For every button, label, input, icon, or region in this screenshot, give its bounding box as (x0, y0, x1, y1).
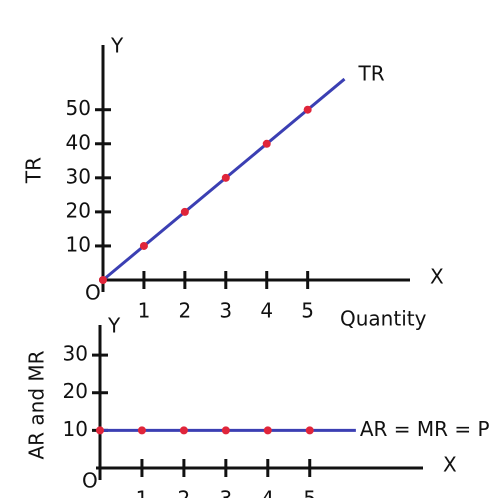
y-tick-label: 50 (66, 96, 91, 120)
point (137, 426, 146, 435)
x-tick-label: 2 (178, 299, 191, 323)
origin-label: O (82, 469, 98, 493)
x-tick-label: 3 (219, 299, 232, 323)
x-tick-label: 1 (138, 299, 151, 323)
point (96, 426, 104, 435)
x-axis-label: Quantity (340, 307, 427, 331)
y-tick-label: 10 (63, 417, 88, 441)
y-tick-label: 20 (66, 198, 91, 222)
x-tick-label: 5 (301, 299, 314, 323)
x-axis-letter: X (430, 265, 444, 289)
point (305, 426, 314, 435)
y-axis-letter: Y (107, 314, 121, 338)
y-tick-label: 40 (66, 130, 91, 154)
line-label: TR (358, 62, 385, 86)
point (221, 173, 230, 182)
y-tick-label: 20 (63, 379, 88, 403)
point (99, 276, 107, 284)
point (139, 241, 148, 250)
x-axis-label: Quantity (353, 495, 440, 498)
y-tick-label: 30 (63, 342, 88, 366)
point (263, 426, 272, 435)
point (180, 207, 189, 216)
x-tick-label: 2 (178, 487, 191, 498)
point (179, 426, 188, 435)
line-label: AR = MR = P (360, 417, 490, 441)
x-tick-label: 4 (260, 299, 273, 323)
y-tick-label: 10 (66, 232, 91, 256)
point (303, 105, 312, 114)
point (221, 426, 230, 435)
x-tick-label: 1 (136, 487, 149, 498)
origin-label: O (85, 281, 101, 305)
x-axis-letter: X (443, 453, 457, 477)
y-axis-letter: Y (110, 34, 124, 58)
y-tick-label: 30 (66, 164, 91, 188)
y-axis-label: AR and MR (25, 350, 49, 459)
x-tick-label: 4 (261, 487, 274, 498)
x-tick-label: 3 (219, 487, 232, 498)
y-axis-label: TR (22, 157, 46, 184)
point (262, 139, 271, 148)
x-tick-label: 5 (303, 487, 316, 498)
